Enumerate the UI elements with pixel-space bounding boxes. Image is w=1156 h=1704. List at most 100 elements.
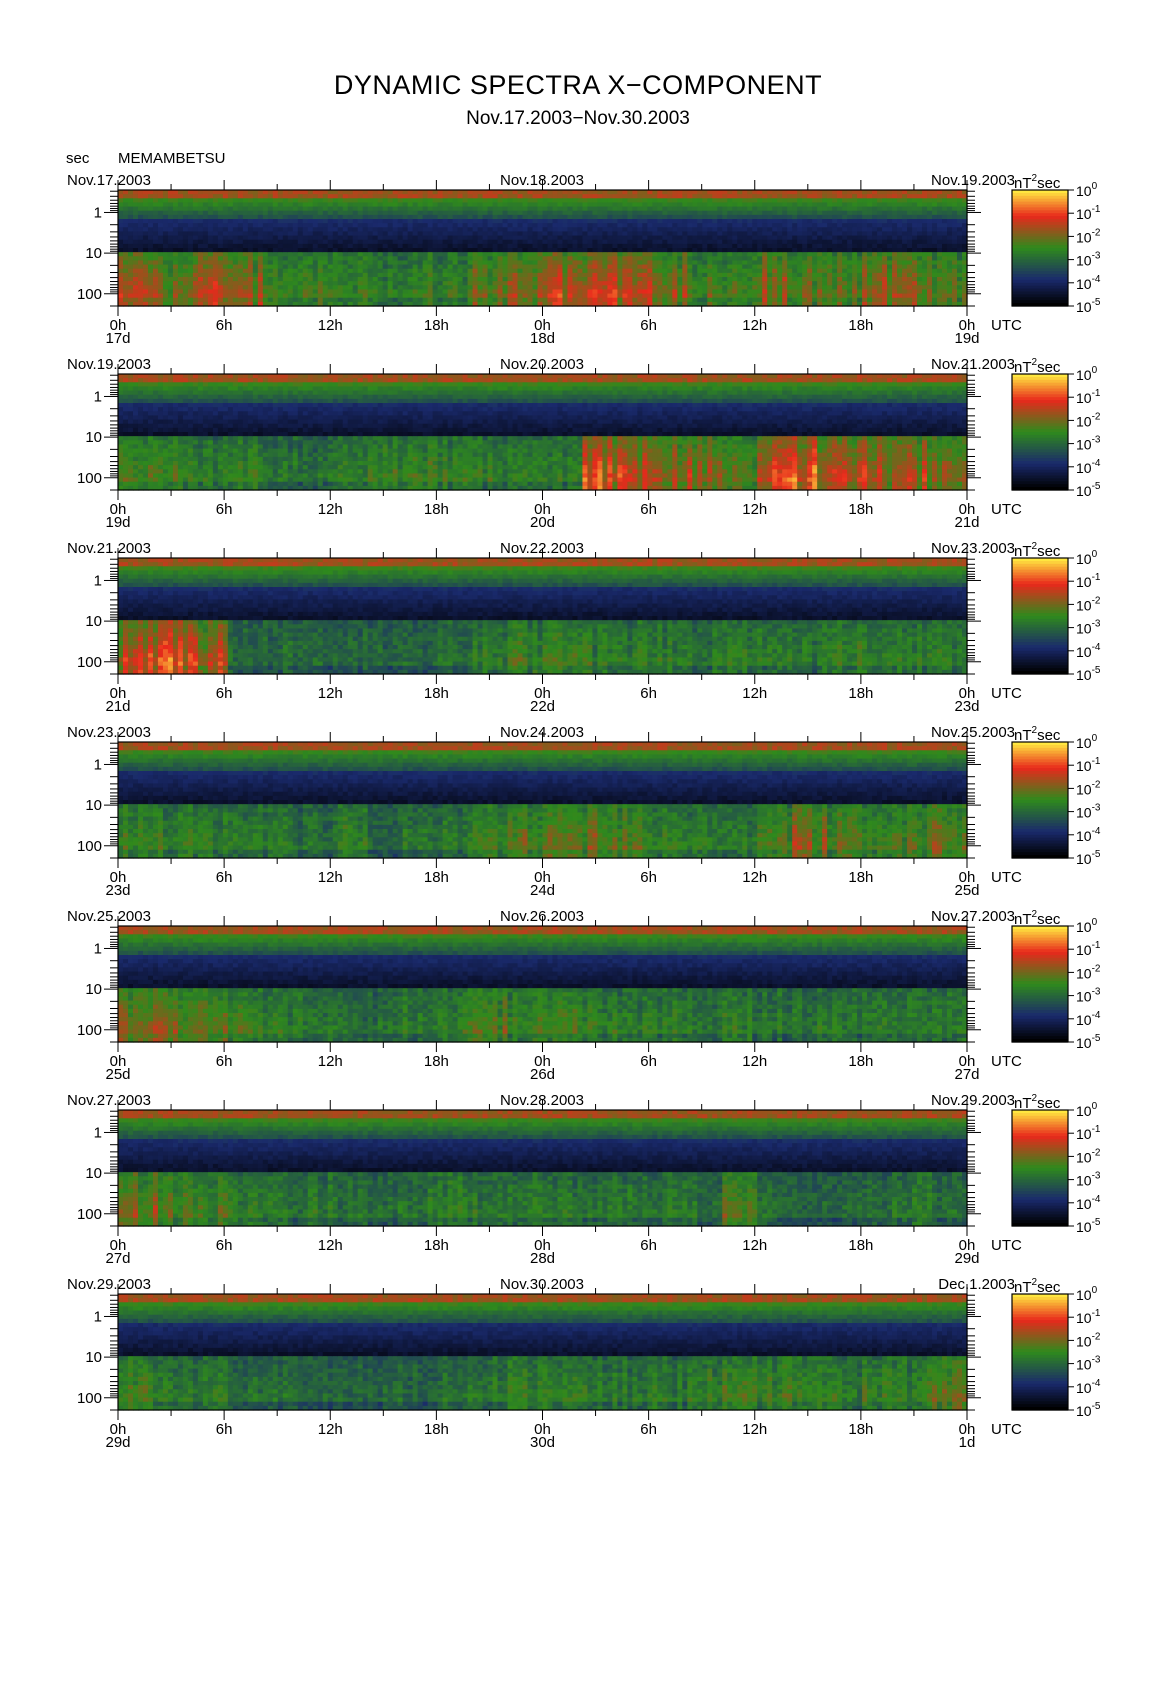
y-tick-label: 100: [77, 654, 102, 671]
panel-date-left: Nov.17.2003: [67, 172, 151, 189]
colorbar-unit-label: nT2sec: [1014, 173, 1061, 192]
x-tick-label: 18h: [424, 1421, 449, 1438]
y-tick-label: 100: [77, 1390, 102, 1407]
day-label: 25d: [954, 882, 979, 899]
colorbar-tick-label: 10-3: [1076, 619, 1101, 637]
x-tick-label: 6h: [640, 1053, 657, 1070]
spectrogram-image: [118, 742, 968, 859]
panel-date-right: Nov.29.2003: [931, 1092, 1015, 1109]
x-tick-label: 12h: [318, 869, 343, 886]
day-label: 21d: [954, 514, 979, 531]
colorbar-unit-label: nT2sec: [1014, 1093, 1061, 1112]
x-tick-label: 18h: [848, 1421, 873, 1438]
colorbar-tick-label: 10-2: [1076, 963, 1101, 981]
y-tick-label: 10: [85, 613, 102, 630]
x-tick-label: 18h: [848, 501, 873, 518]
colorbar-tick-label: 100: [1076, 181, 1098, 199]
x-tick-label: 12h: [318, 1421, 343, 1438]
colorbar-tick-label: 10-1: [1076, 756, 1101, 774]
colorbar-tick-label: 10-4: [1076, 458, 1101, 476]
colorbar-unit-label: nT2sec: [1014, 909, 1061, 928]
colorbar-tick-label: 10-2: [1076, 595, 1101, 613]
panel-date-left: Nov.21.2003: [67, 540, 151, 557]
x-tick-label: 12h: [318, 1053, 343, 1070]
x-tick-label: 12h: [742, 317, 767, 334]
spectrogram-panel: Nov.25.2003 Nov.26.2003 Nov.27.2003 nT2sec1…: [67, 908, 1101, 1083]
x-tick-label: 12h: [318, 317, 343, 334]
x-tick-label: 6h: [640, 869, 657, 886]
colorbar-tick-label: 100: [1076, 917, 1098, 935]
colorbar-tick-label: 10-2: [1076, 1331, 1101, 1349]
colorbar-tick-label: 10-4: [1076, 1378, 1101, 1396]
utc-label: UTC: [991, 1053, 1022, 1070]
panel-date-right: Dec.1.2003: [938, 1276, 1015, 1293]
x-tick-label: 6h: [640, 685, 657, 702]
spectrogram-image: [118, 926, 968, 1043]
colorbar-tick-label: 10-4: [1076, 274, 1101, 292]
colorbar-tick-label: 10-3: [1076, 1355, 1101, 1373]
colorbar-tick-label: 10-5: [1076, 481, 1101, 499]
spectrogram-panel: Nov.29.2003 Nov.30.2003 Dec.1.2003 nT2sec11…: [67, 1276, 1101, 1451]
colorbar-tick-label: 10-1: [1076, 204, 1101, 222]
y-tick-label: 1: [94, 756, 102, 773]
y-tick-label: 1: [94, 388, 102, 405]
spectrogram-image: [118, 374, 968, 491]
colorbar-tick-label: 10-1: [1076, 940, 1101, 958]
colorbar-tick-label: 10-5: [1076, 1401, 1101, 1419]
colorbar-tick-label: 10-4: [1076, 1010, 1101, 1028]
x-tick-label: 12h: [742, 685, 767, 702]
x-tick-label: 6h: [216, 1421, 233, 1438]
colorbar-tick-label: 10-5: [1076, 1033, 1101, 1051]
colorbar-tick-label: 100: [1076, 549, 1098, 567]
x-tick-label: 18h: [848, 1237, 873, 1254]
colorbar-tick-label: 100: [1076, 733, 1098, 751]
day-label: 20d: [530, 514, 555, 531]
y-tick-label: 10: [85, 1349, 102, 1366]
colorbar-tick-label: 10-1: [1076, 1308, 1101, 1326]
utc-label: UTC: [991, 1237, 1022, 1254]
x-tick-label: 18h: [424, 1053, 449, 1070]
utc-label: UTC: [991, 501, 1022, 518]
x-tick-label: 6h: [640, 501, 657, 518]
day-label: 28d: [530, 1250, 555, 1267]
colorbar-unit-label: nT2sec: [1014, 357, 1061, 376]
colorbar-tick-label: 10-5: [1076, 849, 1101, 867]
colorbar-tick-label: 10-5: [1076, 665, 1101, 683]
colorbar-tick-label: 10-3: [1076, 435, 1101, 453]
y-tick-label: 1: [94, 1308, 102, 1325]
day-label: 18d: [530, 330, 555, 347]
colorbar-tick-label: 10-1: [1076, 572, 1101, 590]
x-tick-label: 18h: [424, 685, 449, 702]
day-label: 19d: [105, 514, 130, 531]
x-tick-label: 6h: [216, 501, 233, 518]
colorbar-unit-label: nT2sec: [1014, 725, 1061, 744]
day-label: 21d: [105, 698, 130, 715]
spectrogram-image: [118, 1294, 968, 1411]
x-tick-label: 18h: [424, 869, 449, 886]
day-label: 25d: [105, 1066, 130, 1083]
day-label: 26d: [530, 1066, 555, 1083]
day-label: 19d: [954, 330, 979, 347]
x-tick-label: 12h: [742, 501, 767, 518]
y-tick-label: 100: [77, 838, 102, 855]
colorbar-tick-label: 10-2: [1076, 779, 1101, 797]
day-label: 22d: [530, 698, 555, 715]
x-tick-label: 18h: [848, 869, 873, 886]
y-tick-label: 100: [77, 286, 102, 303]
spectrogram-panel: Nov.21.2003 Nov.22.2003 Nov.23.2003 nT2sec1…: [67, 540, 1101, 715]
y-tick-label: 10: [85, 245, 102, 262]
panel-date-left: Nov.23.2003: [67, 724, 151, 741]
day-label: 29d: [105, 1434, 130, 1451]
y-tick-label: 10: [85, 797, 102, 814]
colorbar-tick-label: 10-4: [1076, 642, 1101, 660]
day-label: 27d: [954, 1066, 979, 1083]
x-tick-label: 6h: [216, 869, 233, 886]
day-label: 30d: [530, 1434, 555, 1451]
day-label: 29d: [954, 1250, 979, 1267]
y-tick-label: 100: [77, 470, 102, 487]
colorbar-tick-label: 10-1: [1076, 1124, 1101, 1142]
panel-date-left: Nov.27.2003: [67, 1092, 151, 1109]
colorbar-tick-label: 10-4: [1076, 1194, 1101, 1212]
